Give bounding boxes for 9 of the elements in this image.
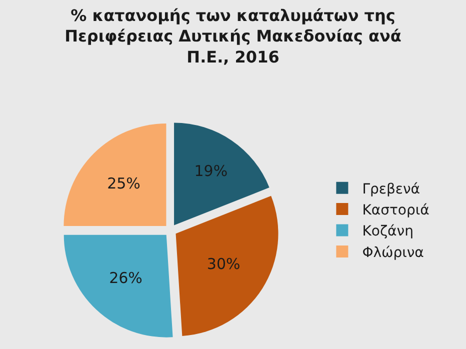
data-label: 25% [107, 174, 140, 193]
legend-label: Φλώρινα [362, 244, 424, 261]
legend-label: Καστοριά [362, 202, 430, 219]
legend-label: Κοζάνη [362, 224, 414, 240]
data-label: 26% [109, 269, 142, 288]
data-label: 30% [206, 255, 240, 274]
legend-label: Γρεβενά [362, 181, 420, 198]
data-label: 19% [194, 162, 228, 180]
chart-title: % κατανομής των καταλυμάτων της Περιφέρειας Δυτικής Μακεδονίας ανά Π.Ε., 2016 [64, 6, 402, 67]
